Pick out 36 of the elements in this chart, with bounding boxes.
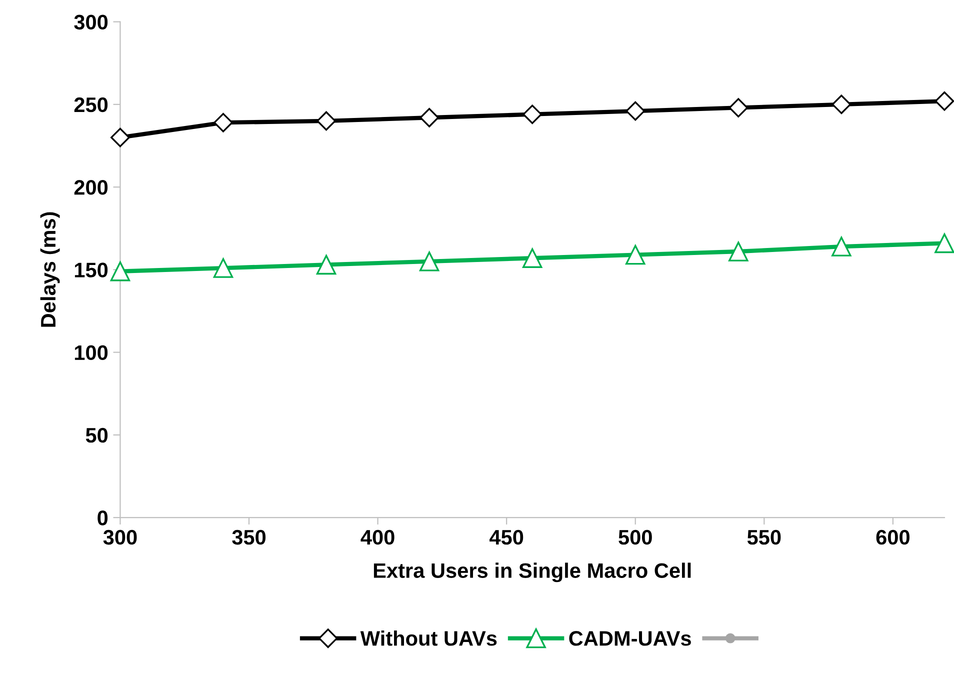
x-tick-label: 400 xyxy=(360,530,394,545)
y-tick-label: 150 xyxy=(74,262,108,278)
legend-label: CADM-UAVs xyxy=(569,631,691,646)
x-tick-label: 300 xyxy=(103,530,137,545)
point xyxy=(934,233,954,254)
point xyxy=(214,112,233,132)
point xyxy=(110,261,130,282)
x-tick-label: 500 xyxy=(618,530,652,545)
x-tick-label: 600 xyxy=(876,530,910,545)
x-tick-label: 450 xyxy=(490,530,524,545)
point xyxy=(626,101,646,121)
legend-label: Without UAVs xyxy=(360,630,497,646)
point xyxy=(420,108,439,128)
point xyxy=(934,91,954,111)
point xyxy=(522,104,542,124)
y-axis-title: Delays (ms) xyxy=(40,212,60,327)
x-axis-title: Extra Users in Single Macro Cell xyxy=(374,562,691,582)
point xyxy=(832,236,852,256)
point xyxy=(522,248,542,268)
point xyxy=(213,258,234,278)
point xyxy=(110,128,130,148)
y-tick-label: 100 xyxy=(74,345,108,360)
y-tick-label: 300 xyxy=(74,14,108,30)
point xyxy=(626,244,646,265)
y-tick-label: 50 xyxy=(86,428,108,443)
y-tick-label: 200 xyxy=(74,180,108,195)
y-tick-label: 250 xyxy=(74,97,108,112)
x-tick-label: 550 xyxy=(747,530,781,545)
point xyxy=(419,252,440,272)
point xyxy=(316,254,336,275)
point xyxy=(832,94,852,114)
x-tick-label: 350 xyxy=(232,530,266,545)
point xyxy=(316,111,336,131)
y-tick-label: 0 xyxy=(98,510,108,526)
point xyxy=(728,98,748,118)
point xyxy=(728,242,748,262)
